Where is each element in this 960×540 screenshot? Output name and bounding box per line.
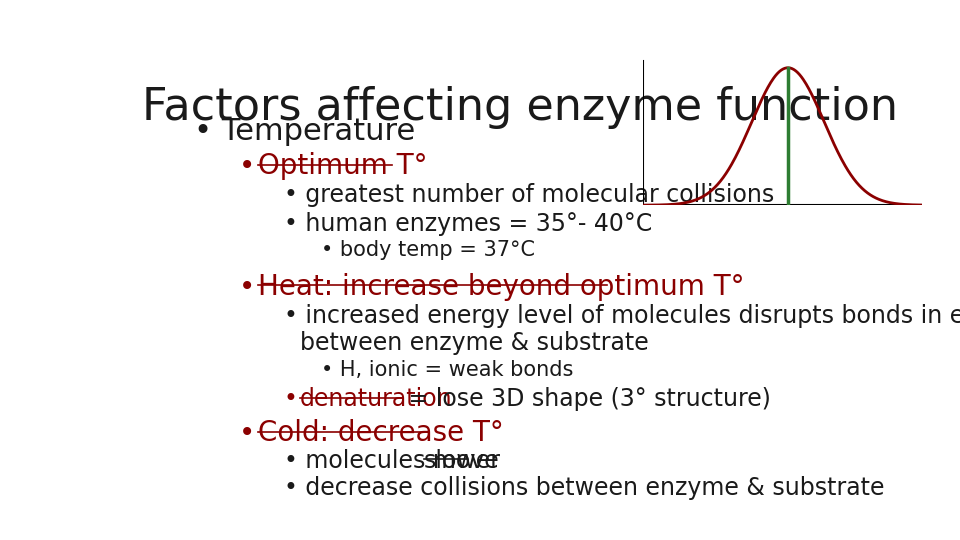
Text: •: • — [239, 273, 264, 301]
Text: • Temperature: • Temperature — [194, 117, 416, 146]
Text: • decrease collisions between enzyme & substrate: • decrease collisions between enzyme & s… — [284, 476, 884, 501]
Text: between enzyme & substrate: between enzyme & substrate — [300, 331, 649, 355]
Text: Heat: increase beyond optimum T°: Heat: increase beyond optimum T° — [257, 273, 744, 301]
Text: Cold: decrease T°: Cold: decrease T° — [257, 419, 503, 447]
Text: = lose 3D shape (3° structure): = lose 3D shape (3° structure) — [401, 387, 771, 411]
Text: Factors affecting enzyme function: Factors affecting enzyme function — [142, 85, 899, 129]
Text: • molecules move: • molecules move — [284, 449, 506, 474]
Text: Optimum T°: Optimum T° — [257, 152, 427, 180]
Text: slower: slower — [423, 449, 500, 474]
Text: • H, ionic = weak bonds: • H, ionic = weak bonds — [321, 360, 573, 380]
Text: • body temp = 37°C: • body temp = 37°C — [321, 240, 535, 260]
Text: •: • — [239, 152, 264, 180]
Text: •: • — [284, 387, 305, 411]
Text: • human enzymes = 35°- 40°C: • human enzymes = 35°- 40°C — [284, 212, 652, 237]
Text: denaturation: denaturation — [300, 387, 453, 411]
Text: • increased energy level of molecules disrupts bonds in enzyme &: • increased energy level of molecules di… — [284, 304, 960, 328]
Text: •: • — [239, 419, 264, 447]
Text: • greatest number of molecular collisions: • greatest number of molecular collision… — [284, 183, 774, 207]
